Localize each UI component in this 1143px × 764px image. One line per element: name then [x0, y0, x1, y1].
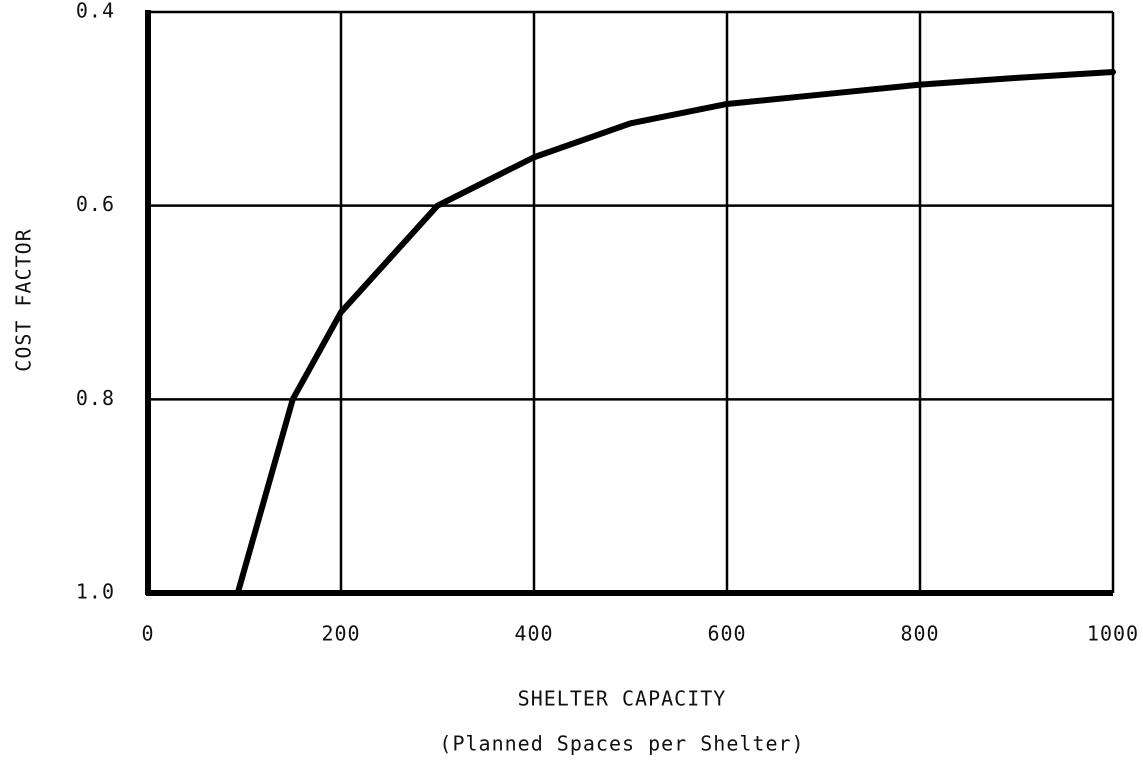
y-tick-label: 1.0 — [76, 580, 115, 604]
data-line — [234, 69, 1116, 596]
y-tick-label: 0.6 — [76, 192, 115, 216]
x-tick-label: 200 — [321, 622, 360, 646]
y-tick-label: 0.8 — [76, 386, 115, 410]
x-axis-label: SHELTER CAPACITY — [518, 687, 727, 711]
y-tick-label: 0.4 — [76, 0, 115, 23]
x-tick-label: 800 — [900, 622, 939, 646]
x-tick-label: 0 — [141, 622, 154, 646]
x-tick-label: 600 — [707, 622, 746, 646]
x-tick-label: 1000 — [1087, 622, 1139, 646]
x-tick-label: 400 — [514, 622, 553, 646]
y-axis-label: COST FACTOR — [12, 228, 36, 371]
x-axis-sublabel: (Planned Spaces per Shelter) — [439, 732, 804, 756]
